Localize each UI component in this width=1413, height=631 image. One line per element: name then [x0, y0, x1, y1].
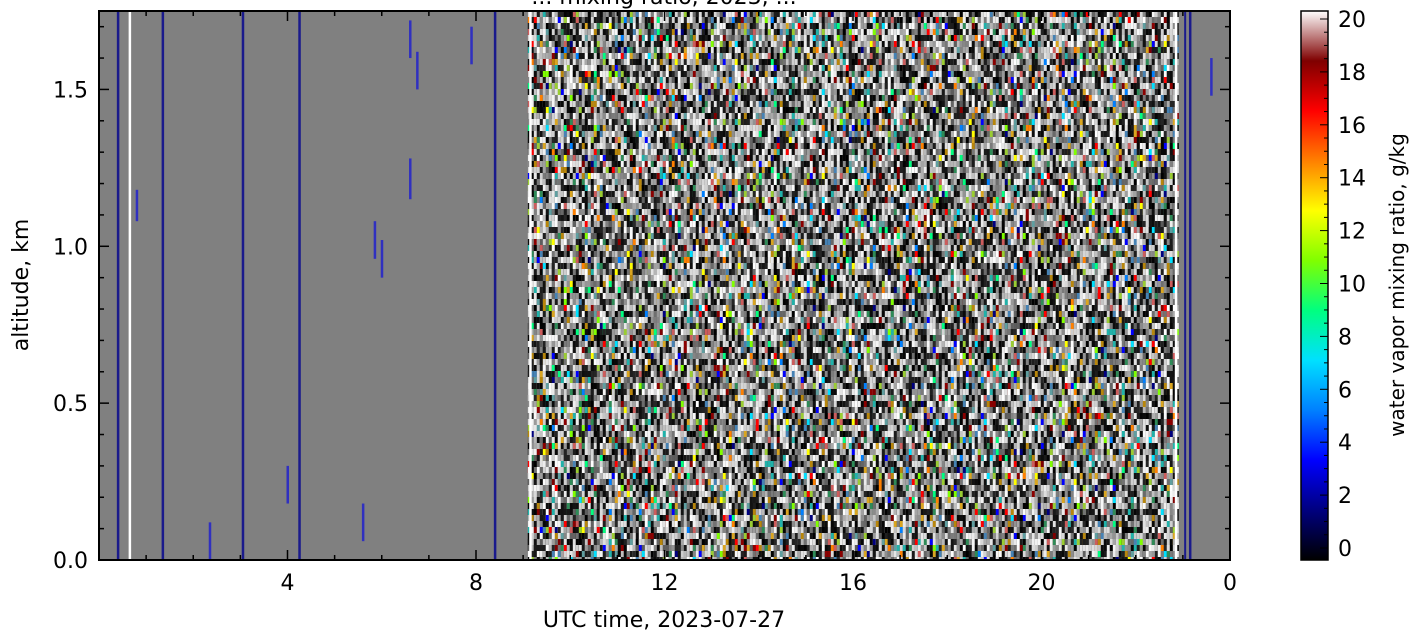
blue-streak-7	[409, 20, 412, 59]
blue-column-5	[1188, 11, 1192, 560]
x-axis-label: UTC time, 2023-07-27	[543, 608, 785, 631]
colorbar-gradient	[1300, 10, 1329, 561]
blue-streak-1	[208, 522, 212, 560]
x-tick-label: 4	[281, 571, 295, 596]
blue-column-edge	[1184, 11, 1187, 560]
colorbar-tick-label: 2	[1338, 484, 1352, 509]
blue-column-2	[241, 11, 245, 560]
x-axis: 4 8 12 16 20 0	[145, 11, 1237, 596]
colorbar-tick-label: 14	[1338, 167, 1366, 192]
blue-streak-10	[1210, 58, 1213, 96]
colorbar-tick-label: 0	[1338, 537, 1352, 562]
y-tick-label: 0.0	[53, 549, 88, 574]
blue-column-0	[116, 11, 120, 560]
colorbar-tick-label: 10	[1338, 273, 1366, 298]
x-tick-label: 20	[1028, 571, 1056, 596]
blue-streak-5	[380, 240, 384, 278]
blue-streak-8	[416, 51, 419, 90]
x-tick-label: 16	[839, 571, 867, 596]
x-tick-label: 12	[651, 571, 679, 596]
blue-streak-4	[373, 221, 377, 259]
colorbar-tick-label: 20	[1338, 8, 1366, 33]
colorbar-tick-label: 4	[1338, 431, 1352, 456]
colorbar-tick-label: 8	[1338, 325, 1352, 350]
blue-streak-0	[135, 189, 139, 222]
blue-streak-9	[470, 26, 473, 65]
chart-title: ... mixing ratio, 2023, ...	[531, 0, 796, 10]
y-tick-label: 1.5	[53, 78, 88, 103]
noisy-data-region	[527, 11, 1179, 560]
colorbar: 0 2 4 6 8 10 12 14 16 18 20	[1300, 8, 1366, 562]
blue-streak-6	[409, 158, 412, 200]
blue-streak-2	[286, 465, 289, 504]
blue-streak-3	[361, 503, 365, 542]
blue-column-3	[298, 11, 301, 560]
x-tick-label: 0	[1223, 571, 1237, 596]
colorbar-tick-label: 18	[1338, 61, 1366, 86]
blue-column-1	[161, 11, 165, 560]
colorbar-tick-label: 16	[1338, 114, 1366, 139]
y-tick-label: 1.0	[53, 235, 88, 260]
blue-column-4	[493, 11, 497, 560]
colorbar-tick-label: 6	[1338, 378, 1352, 403]
colorbar-tick-label: 12	[1338, 220, 1366, 245]
x-tick-label: 8	[469, 571, 483, 596]
y-tick-label: 0.5	[53, 392, 88, 417]
plot-area	[99, 11, 1230, 560]
y-axis-label: altitude, km	[9, 219, 34, 352]
y-axis: 0.0 0.5 1.0 1.5	[53, 25, 1230, 574]
white-column-2	[1174, 11, 1178, 560]
white-column-0	[128, 11, 132, 560]
white-column-1	[529, 11, 532, 560]
colorbar-label: water vapor mixing ratio, g/kg	[1385, 133, 1409, 437]
